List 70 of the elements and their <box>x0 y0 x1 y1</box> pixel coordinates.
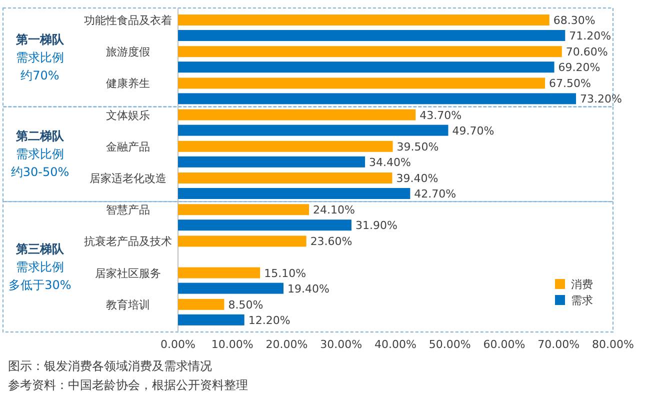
text: 第三梯队 <box>15 242 65 256</box>
text: 约70% <box>20 68 60 82</box>
text: 约30-50% <box>10 165 70 180</box>
bar <box>178 220 352 231</box>
legend-label: 需求 <box>571 294 593 307</box>
y-tick-label: 健康养生 <box>106 77 150 90</box>
data-label: 42.70% <box>414 188 456 200</box>
data-label: 69.20% <box>558 61 600 74</box>
text: 第一梯队 <box>15 32 65 46</box>
x-tick-label: 40.00% <box>374 338 416 351</box>
data-label: 8.50% <box>228 298 264 312</box>
text: 多低于30% <box>8 278 72 292</box>
data-label: 15.10% <box>264 266 306 280</box>
bar <box>178 93 576 104</box>
bar <box>178 314 244 326</box>
text: 图示：银发消费各领域消费及需求情况 <box>8 359 212 373</box>
x-tick-label: 30.00% <box>320 338 362 351</box>
text: 参考资料：中国老龄协会，根据公开资料整理 <box>8 378 248 392</box>
bar <box>178 267 260 278</box>
bar <box>178 14 550 26</box>
bar <box>178 78 546 89</box>
y-tick-label: 文体娱乐 <box>106 108 150 122</box>
bar <box>178 140 393 152</box>
y-tick-label: 居家适老化改造 <box>90 172 166 185</box>
y-tick-label: 居家社区服务 <box>95 266 161 280</box>
x-tick-label: 0.00% <box>160 338 196 351</box>
x-tick-label: 60.00% <box>483 338 526 351</box>
x-tick-label: 50.00% <box>428 338 471 351</box>
y-tick-label: 智慧产品 <box>106 204 150 217</box>
data-label: 39.40% <box>396 172 438 185</box>
bar <box>178 172 392 184</box>
bar <box>178 204 310 216</box>
data-label: 43.70% <box>420 108 462 122</box>
data-label: 23.60% <box>310 235 352 248</box>
text: 第二梯队 <box>15 129 65 144</box>
data-label: 73.20% <box>580 92 622 106</box>
x-tick-label: 20.00% <box>266 338 308 351</box>
data-label: 24.10% <box>313 204 355 217</box>
bar <box>178 30 566 41</box>
data-label: 68.30% <box>553 14 596 27</box>
bar <box>178 62 554 73</box>
text: 需求比例 <box>16 147 64 162</box>
text: 需求比例 <box>16 260 64 274</box>
bar <box>178 236 306 247</box>
text: 需求比例 <box>16 50 64 64</box>
data-label: 70.60% <box>566 46 608 59</box>
data-label: 49.70% <box>452 124 494 138</box>
data-label: 71.20% <box>569 30 612 42</box>
data-label: 39.50% <box>396 140 439 154</box>
bar <box>178 124 448 136</box>
x-tick-label: 80.00% <box>592 338 634 351</box>
bar <box>178 188 410 199</box>
data-label: 67.50% <box>549 77 591 90</box>
bar <box>178 109 416 120</box>
y-tick-label: 金融产品 <box>106 140 150 154</box>
x-tick-label: 10.00% <box>211 338 254 351</box>
bar <box>178 156 366 168</box>
data-label: 19.40% <box>287 282 330 296</box>
bar <box>178 282 284 294</box>
y-tick-label: 抗衰老产品及技术 <box>84 235 172 248</box>
data-label: 34.40% <box>369 156 412 169</box>
bar <box>178 46 562 58</box>
y-tick-label: 教育培训 <box>106 298 150 312</box>
y-tick-label: 功能性食品及衣着 <box>84 14 172 27</box>
x-tick-label: 70.00% <box>538 338 580 351</box>
data-label: 31.90% <box>355 219 398 232</box>
legend-label: 消费 <box>571 278 593 291</box>
bar <box>178 298 224 310</box>
y-tick-label: 旅游度假 <box>106 46 150 59</box>
data-label: 12.20% <box>248 314 290 327</box>
